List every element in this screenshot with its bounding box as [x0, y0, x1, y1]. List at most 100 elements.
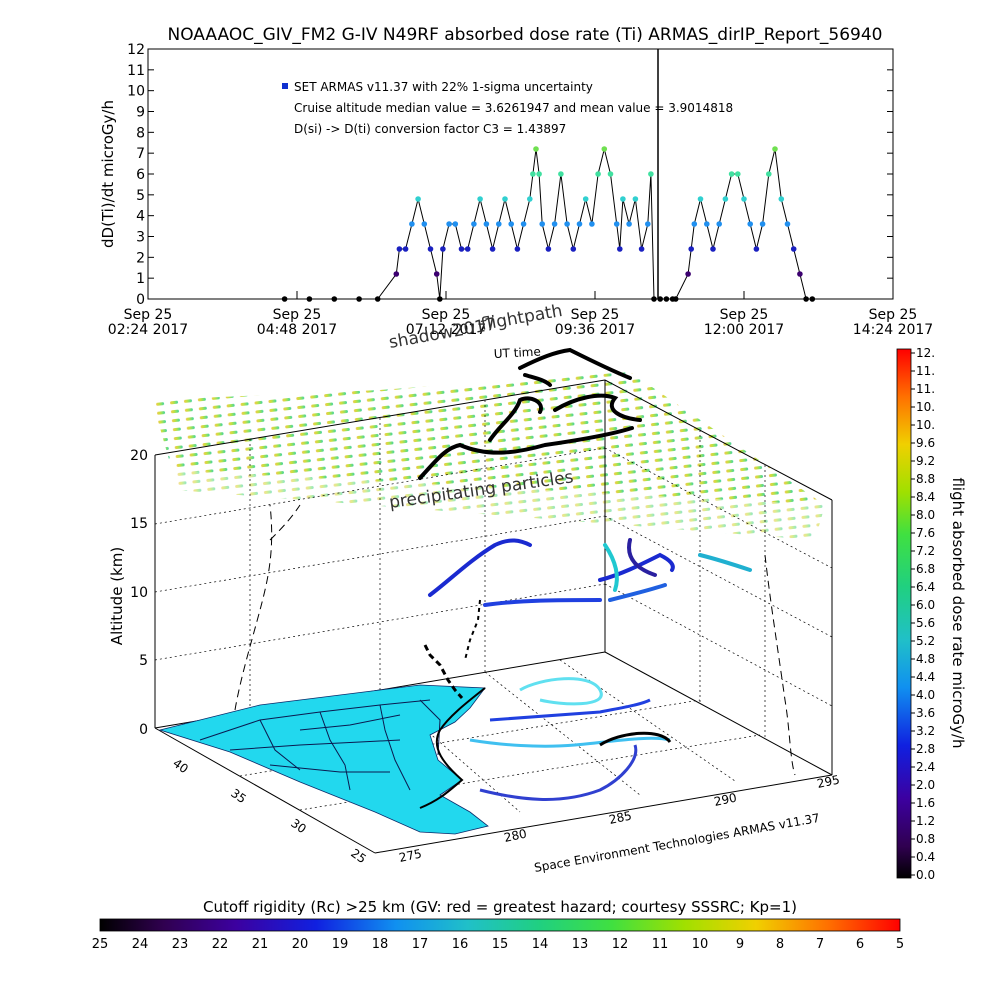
dose-colorbar-label: flight absorbed dose rate microGy/h: [949, 477, 967, 748]
y-tick-label: 10: [127, 84, 145, 100]
colorbar-tick-label: 7.2: [916, 544, 935, 558]
data-point: [421, 221, 428, 227]
colorbar-tick-label: 5.6: [916, 616, 935, 630]
y-tick-label: 12: [127, 42, 145, 58]
y-tick-label: 2: [136, 250, 145, 266]
x-tick-date: Sep 25: [571, 307, 620, 323]
data-point: [617, 246, 623, 252]
cutoff-tick-label: 14: [532, 937, 549, 952]
data-point: [496, 221, 502, 227]
data-point: [374, 296, 381, 302]
cutoff-tick-label: 9: [736, 937, 744, 952]
cutoff-tick-label: 10: [692, 937, 709, 952]
data-point: [620, 196, 626, 202]
alt-tick: 15: [130, 516, 148, 532]
data-point: [790, 246, 797, 252]
data-point: [645, 221, 651, 227]
colorbar-tick-label: 10.: [916, 400, 935, 414]
data-point: [747, 221, 753, 227]
alt-tick: 20: [130, 448, 148, 464]
data-point: [415, 196, 421, 202]
data-point: [697, 196, 704, 202]
data-point: [741, 196, 747, 202]
cutoff-tick-label: 13: [572, 937, 589, 952]
cutoff-tick-label: 17: [412, 937, 429, 952]
data-point: [704, 221, 710, 227]
colorbar-tick-label: 10.: [916, 418, 935, 432]
data-point: [433, 271, 440, 277]
cutoff-tick-label: 21: [252, 937, 269, 952]
y-tick-label: 7: [136, 146, 145, 162]
cutoff-tick-label: 12: [612, 937, 629, 952]
cutoff-tick-label: 18: [372, 937, 389, 952]
cutoff-tick-label: 24: [132, 937, 149, 952]
colorbar-tick-label: 8.0: [916, 508, 935, 522]
data-point: [458, 246, 465, 252]
data-point: [589, 221, 595, 227]
y-tick-label: 4: [136, 209, 145, 225]
cutoff-tick-label: 20: [292, 937, 309, 952]
data-point: [691, 221, 698, 227]
legend: SET ARMAS v11.37 with 22% 1-sigma uncert…: [282, 80, 733, 136]
cutoff-tick-label: 11: [652, 937, 669, 952]
cutoff-tick-label: 22: [212, 937, 229, 952]
annotation-2: Cruise altitude median value = 3.6261947…: [294, 101, 733, 115]
lon-tick: 275: [398, 846, 423, 864]
x-tick-date: Sep 25: [869, 307, 918, 323]
data-point: [803, 296, 809, 302]
lon-tick: 280: [503, 826, 528, 844]
alt-tick: 10: [130, 585, 148, 601]
colorbar-tick-label: 0.8: [916, 832, 935, 846]
lon-ticks: 275 280 285 290 295: [398, 772, 841, 864]
data-point: [638, 246, 645, 252]
figure-title: NOAAAOC_GIV_FM2 G-IV N49RF absorbed dose…: [168, 25, 883, 45]
cutoff-rigidity-label: Cutoff rigidity (Rc) >25 km (GV: red = g…: [203, 898, 797, 916]
cutoff-ticks: 25 24 23 22 21 20 19 18 17 16 15 14 13 12 11 10 9 8 7 6 5: [92, 937, 904, 952]
colorbar-tick-label: 2.8: [916, 742, 935, 756]
data-point: [797, 271, 803, 277]
x-tick-time: 12:00 2017: [704, 322, 784, 338]
data-point: [551, 221, 558, 227]
cutoff-gradient: [99, 918, 901, 932]
ascent-path: [423, 644, 464, 699]
y-tick-label: 1: [136, 271, 145, 287]
data-point: [648, 171, 654, 177]
y-tick-label: 11: [127, 63, 145, 79]
y-tick-label: 8: [136, 125, 145, 141]
cutoff-tick-label: 5: [896, 937, 904, 952]
data-point: [688, 246, 694, 252]
credit-text: Space Environment Technologies ARMAS v11…: [533, 811, 821, 875]
colorbar-tick-label: 6.0: [916, 598, 935, 612]
data-point: [582, 196, 589, 202]
data-point: [722, 196, 729, 202]
data-point: [539, 221, 545, 227]
data-point: [766, 171, 772, 177]
upper-dose-sheet: [152, 372, 825, 505]
x-tick-date: Sep 25: [422, 307, 471, 323]
x-tick-date: Sep 25: [273, 307, 322, 323]
x-tick-time: 09:36 2017: [555, 322, 635, 338]
lon-tick: 290: [713, 790, 738, 808]
alt-tick: 0: [139, 722, 148, 738]
data-point: [281, 296, 288, 302]
data-point: [778, 196, 785, 202]
x-tick-time: 04:48 2017: [257, 322, 337, 338]
data-point: [446, 221, 452, 227]
colorbar-tick-label: 0.0: [916, 868, 935, 882]
data-point: [564, 221, 570, 227]
data-point: [601, 146, 608, 152]
cutoff-tick-label: 15: [492, 937, 509, 952]
alt-tick: 5: [139, 653, 148, 669]
colorbar-tick-label: 11.: [916, 364, 935, 378]
data-point: [809, 296, 816, 302]
colorbar-tick-label: 3.2: [916, 724, 935, 738]
colorbar-tick-label: 1.2: [916, 814, 935, 828]
coastline: [419, 687, 486, 809]
data-point: [356, 296, 362, 302]
data-point: [440, 246, 446, 252]
data-point: [728, 171, 735, 177]
colorbar-tick-label: 6.8: [916, 562, 935, 576]
